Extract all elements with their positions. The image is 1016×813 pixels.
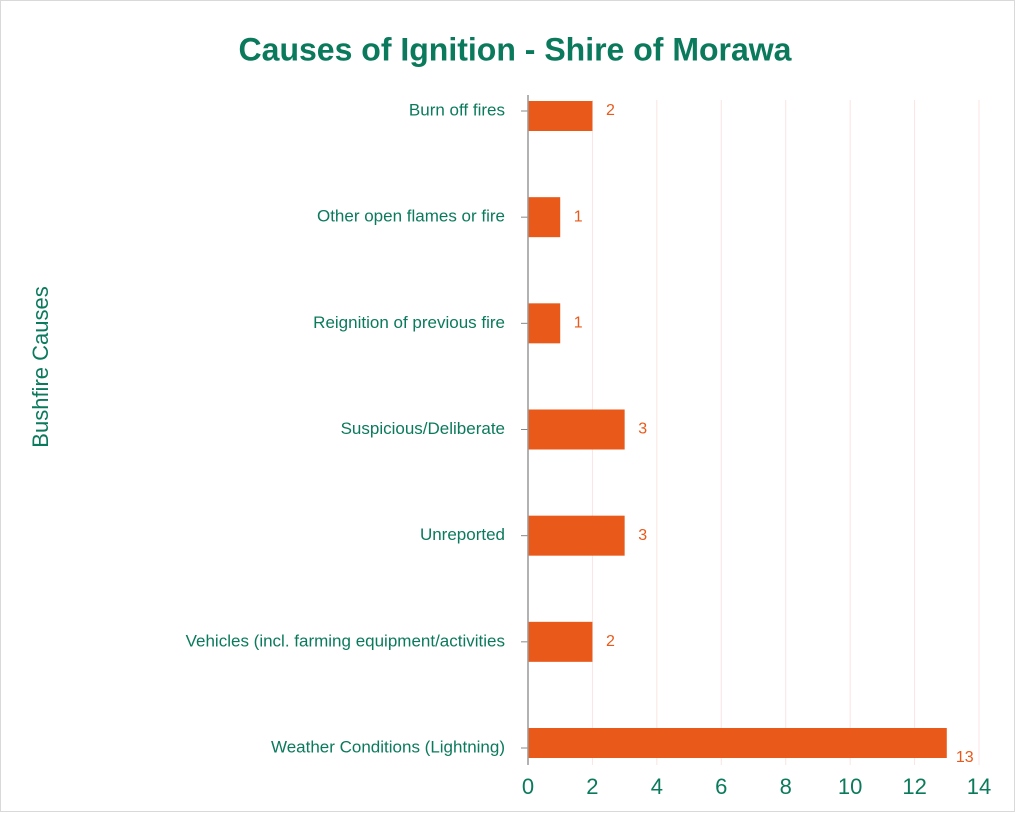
grid	[527, 100, 980, 765]
data-label: 1	[574, 208, 583, 225]
y-tick-label: Suspicious/Deliberate	[341, 419, 505, 438]
y-tick-label: Vehicles (incl. farming equipment/activi…	[186, 631, 505, 650]
x-tick-label: 2	[586, 774, 598, 799]
bar	[528, 303, 561, 344]
x-tick-label: 4	[651, 774, 663, 799]
y-tick-label: Unreported	[420, 525, 505, 544]
bar	[528, 101, 593, 131]
bars	[528, 101, 947, 758]
bar	[528, 728, 947, 758]
x-tick-label: 6	[715, 774, 727, 799]
data-label: 1	[574, 315, 583, 332]
chart-title: Causes of Ignition - Shire of Morawa	[239, 31, 792, 67]
y-tick-label: Weather Conditions (Lightning)	[271, 737, 505, 756]
data-label: 2	[606, 633, 615, 650]
x-tick-label: 10	[838, 774, 862, 799]
bar	[528, 515, 625, 556]
y-tick-label: Burn off fires	[409, 100, 505, 119]
x-tick-label: 8	[780, 774, 792, 799]
data-label: 2	[606, 102, 615, 119]
x-tick-label: 14	[967, 774, 991, 799]
bar	[528, 197, 561, 238]
bar	[528, 409, 625, 450]
data-label: 13	[956, 749, 974, 766]
y-axis-label: Bushfire Causes	[28, 286, 53, 447]
data-label: 3	[638, 421, 647, 438]
data-label: 3	[638, 527, 647, 544]
x-tick-label: 12	[902, 774, 926, 799]
y-tick-label: Other open flames or fire	[317, 207, 505, 226]
x-tick-label: 0	[522, 774, 534, 799]
y-tick-label: Reignition of previous fire	[313, 313, 505, 332]
bar	[528, 621, 593, 662]
